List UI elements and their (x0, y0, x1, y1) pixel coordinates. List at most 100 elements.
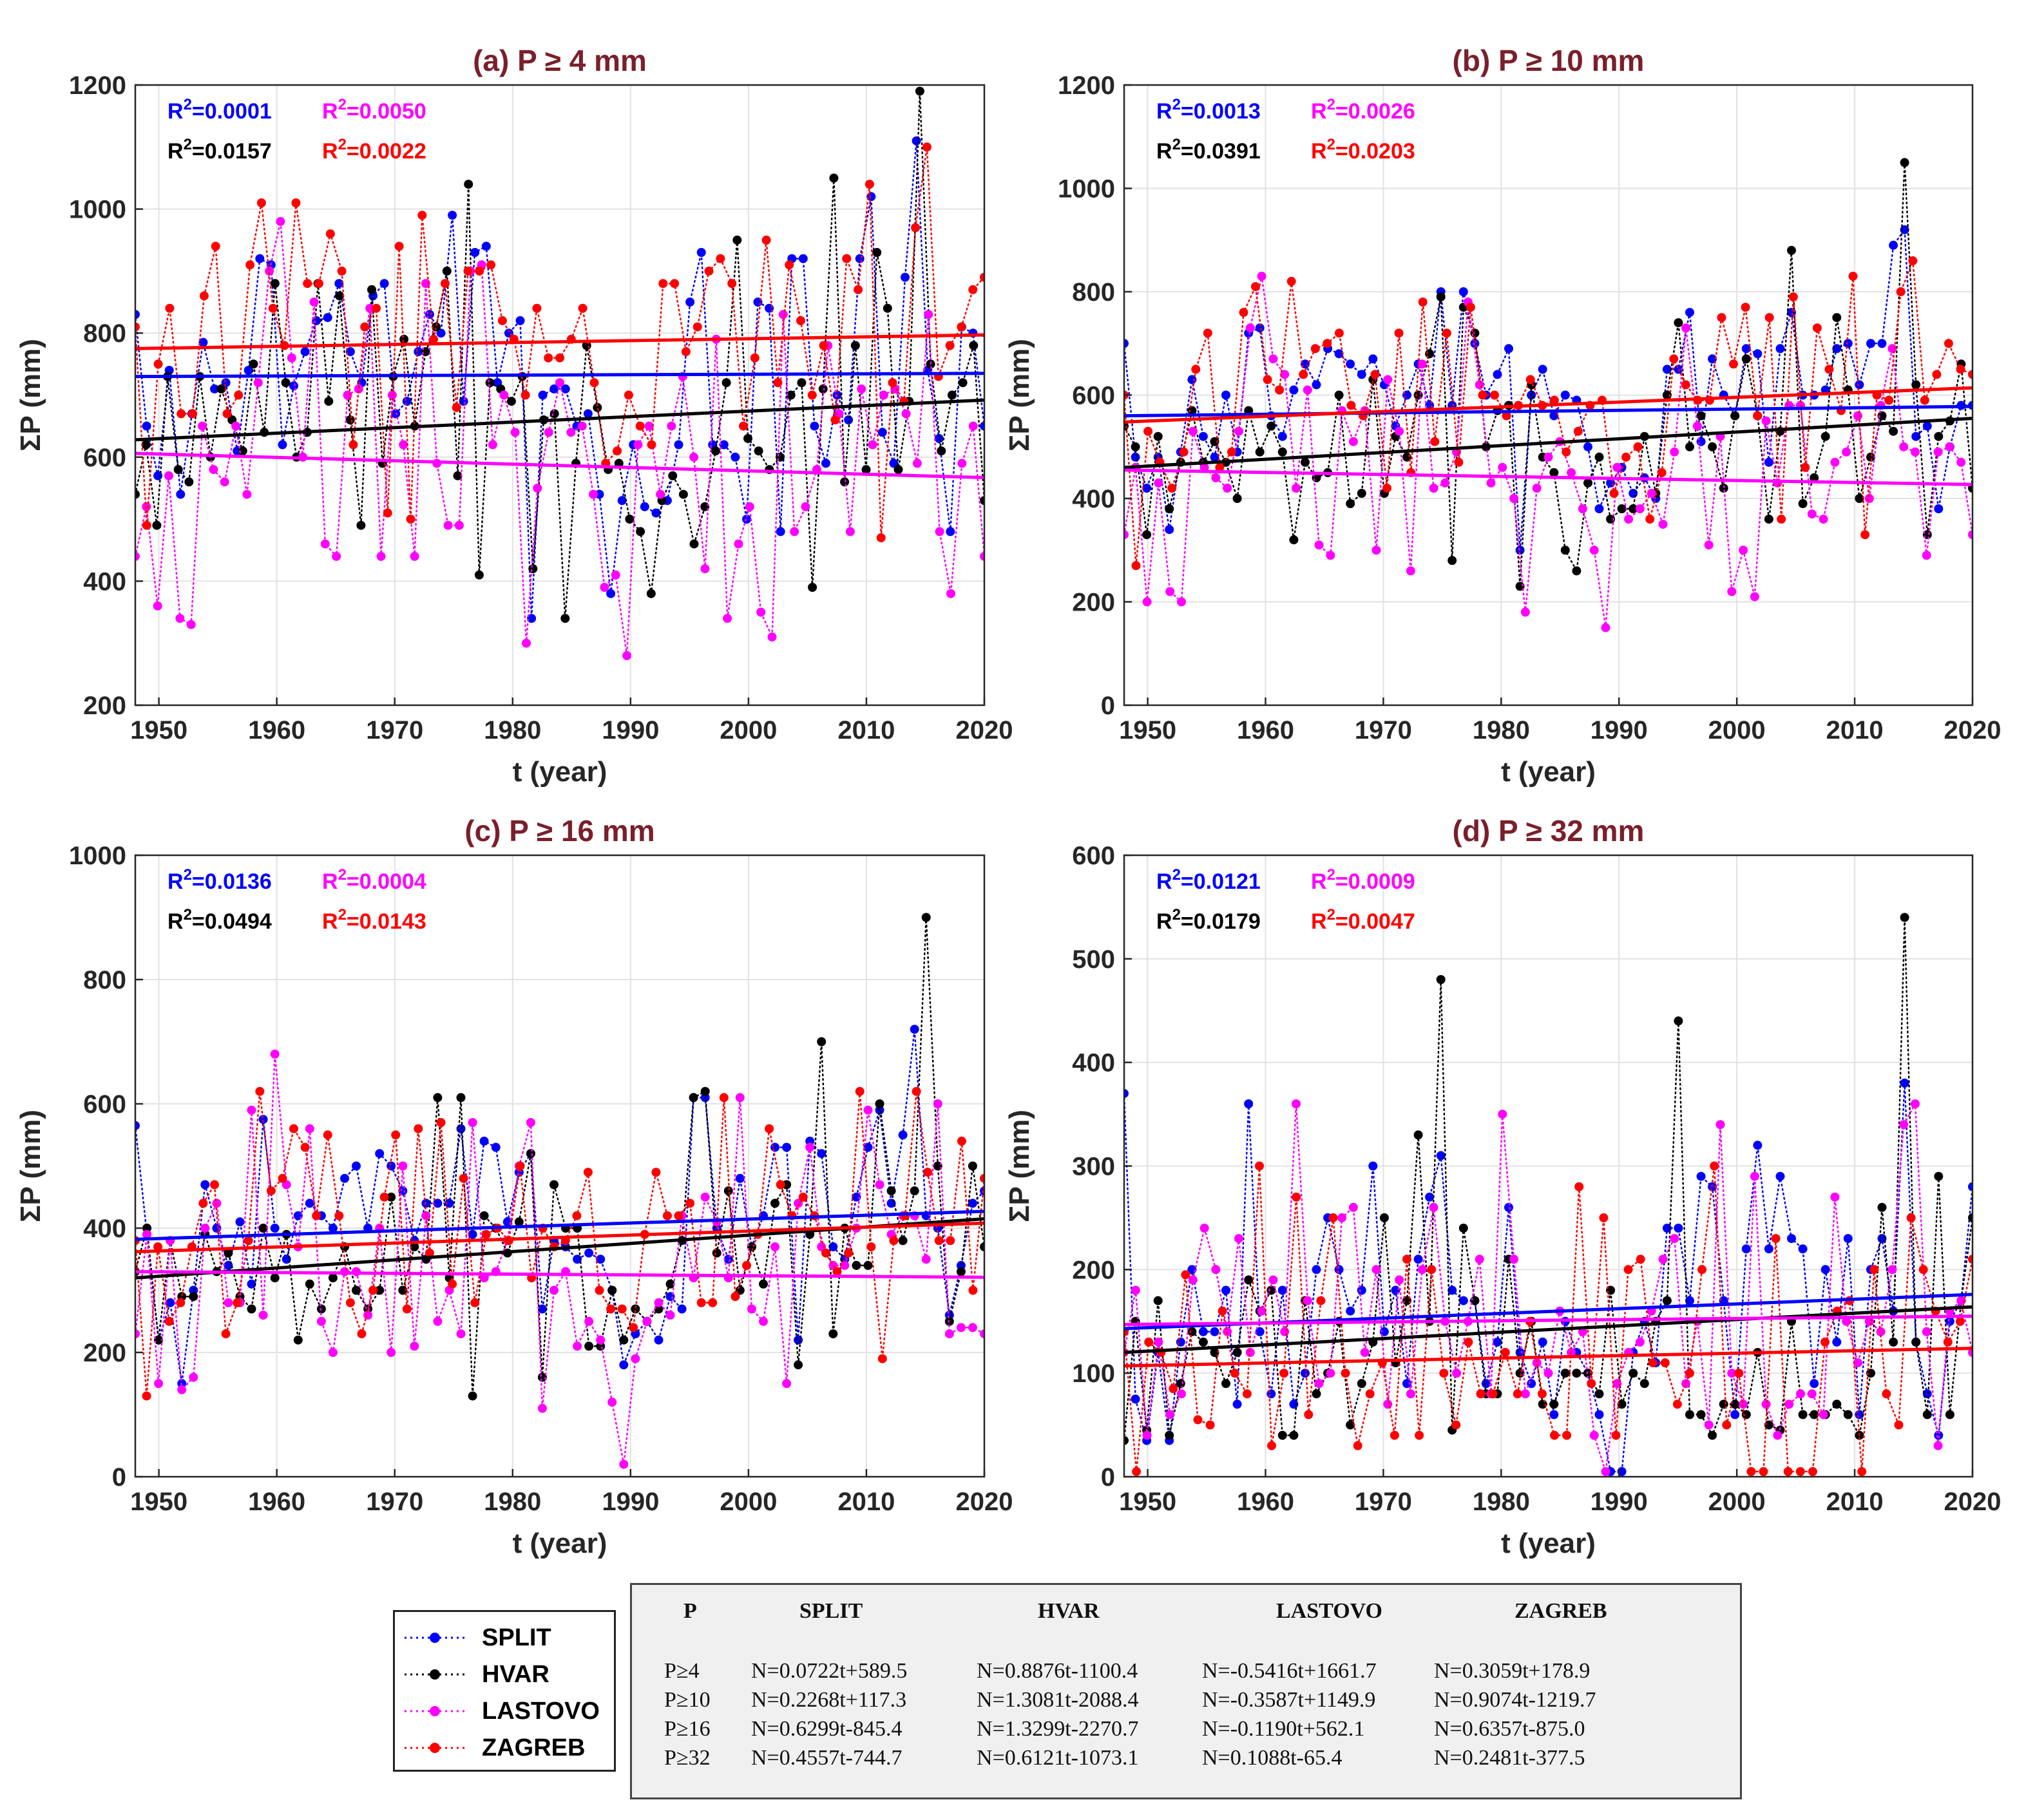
data-point-zagreb (1131, 561, 1141, 571)
data-point-split (1210, 1327, 1219, 1336)
data-point-lastovo (770, 1242, 779, 1251)
data-point-zagreb (1179, 447, 1189, 457)
data-point-zagreb (1415, 1430, 1424, 1440)
data-point-hvar (898, 1236, 908, 1246)
equation-cell: N=0.6357t-875.0 (1434, 1717, 1585, 1741)
data-point-hvar (712, 1248, 721, 1258)
data-point-hvar (1934, 431, 1944, 441)
data-point-lastovo (1601, 623, 1610, 632)
data-point-split (425, 310, 434, 319)
data-point-hvar (829, 173, 839, 183)
data-point-zagreb (1729, 359, 1738, 369)
data-point-hvar (1911, 1337, 1921, 1347)
data-point-lastovo (596, 1335, 606, 1345)
data-point-split (1538, 1337, 1547, 1347)
data-point-split (345, 347, 355, 357)
data-point-lastovo (1796, 1389, 1805, 1399)
data-point-lastovo (1968, 1348, 1973, 1357)
equation-row: P≥4 N=0.0722t+589.5 N=0.8876t-1100.4 N=-… (632, 1659, 1740, 1688)
data-point-zagreb (773, 378, 783, 388)
data-point-split (1753, 1141, 1763, 1150)
data-point-lastovo (956, 1323, 966, 1332)
data-point-zagreb (1660, 1358, 1670, 1368)
data-point-split (491, 1142, 501, 1152)
data-point-split (1481, 1379, 1491, 1389)
data-point-split (1843, 1234, 1853, 1244)
data-point-lastovo (309, 298, 319, 307)
legend-entry-zagreb: ZAGREB (401, 1732, 607, 1764)
data-point-zagreb (595, 1285, 604, 1295)
data-point-zagreb (1562, 1430, 1572, 1440)
data-point-split (1504, 1202, 1513, 1212)
data-point-hvar (324, 397, 334, 406)
trend-line-split (135, 372, 984, 379)
data-point-lastovo (1520, 607, 1530, 617)
data-point-hvar (506, 397, 516, 406)
data-point-zagreb (394, 242, 404, 251)
data-point-hvar (776, 452, 785, 462)
data-point-hvar (665, 1279, 675, 1289)
data-point-split (1221, 390, 1230, 400)
data-point-lastovo (607, 1398, 617, 1407)
data-point-hvar (1708, 442, 1717, 451)
data-point-lastovo (1543, 452, 1553, 462)
data-point-split (481, 242, 491, 251)
data-point-lastovo (135, 551, 140, 561)
data-point-lastovo (1704, 540, 1714, 550)
data-point-split (549, 384, 559, 393)
data-point-hvar (794, 1360, 803, 1370)
data-point-lastovo (1670, 1234, 1679, 1244)
data-point-zagreb (1490, 390, 1499, 400)
data-point-lastovo (1887, 344, 1897, 354)
data-point-lastovo (1911, 1099, 1920, 1108)
data-point-lastovo (499, 390, 509, 400)
data-point-lastovo (840, 1260, 850, 1270)
data-point-zagreb (555, 353, 564, 363)
data-point-hvar (1560, 545, 1570, 555)
data-point-split (270, 1224, 280, 1233)
data-point-lastovo (555, 378, 564, 388)
equation-cell: P≥10 (664, 1688, 711, 1712)
data-point-lastovo (1165, 587, 1175, 596)
trend-line-split (135, 1209, 984, 1241)
trend-line-hvar (135, 398, 984, 442)
data-point-hvar (1334, 390, 1344, 400)
data-point-zagreb (402, 1304, 412, 1314)
data-point-lastovo (577, 421, 587, 431)
y-axis-label: ΣP (mm) (15, 339, 46, 451)
legend: SPLIT HVAR LASTOVO ZAGREB (393, 1610, 616, 1772)
data-point-lastovo (1280, 370, 1290, 379)
data-point-split (1685, 308, 1694, 318)
y-tick-label: 200 (1072, 589, 1115, 617)
series-group (135, 913, 984, 1469)
data-point-split (844, 415, 854, 424)
series-line-zagreb (1124, 1166, 1973, 1473)
data-point-hvar (549, 1180, 559, 1190)
data-point-lastovo (723, 614, 732, 623)
data-point-zagreb (1764, 313, 1774, 323)
data-point-hvar (872, 248, 882, 257)
data-point-lastovo (387, 1348, 396, 1357)
data-point-split (956, 1260, 966, 1270)
data-point-lastovo (242, 489, 252, 499)
data-point-hvar (335, 291, 344, 301)
data-point-hvar (1124, 1436, 1129, 1445)
data-point-hvar (399, 334, 409, 344)
data-point-lastovo (935, 527, 944, 536)
data-point-zagreb (855, 1086, 865, 1096)
data-point-hvar (1922, 1410, 1932, 1419)
data-point-lastovo (522, 638, 531, 648)
data-point-zagreb (716, 254, 725, 263)
data-point-zagreb (911, 223, 921, 232)
r2-label-lastovo: R2=0.0009 (1311, 866, 1415, 894)
data-point-lastovo (1165, 1410, 1175, 1419)
data-point-zagreb (1657, 468, 1667, 477)
x-axis-label: t (year) (513, 1528, 607, 1559)
data-point-hvar (1232, 494, 1242, 503)
data-point-zagreb (1801, 462, 1810, 472)
data-point-hvar (689, 1093, 698, 1103)
data-point-zagreb (1672, 1399, 1682, 1409)
data-point-lastovo (1124, 530, 1129, 540)
data-point-zagreb (521, 390, 530, 400)
data-point-lastovo (642, 1316, 652, 1326)
